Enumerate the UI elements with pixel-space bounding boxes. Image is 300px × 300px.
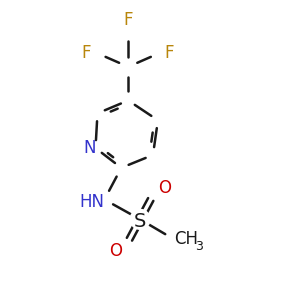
Text: N: N: [83, 139, 95, 157]
Text: O: O: [158, 178, 171, 196]
Text: CH: CH: [174, 230, 198, 248]
Text: S: S: [134, 212, 146, 231]
Text: O: O: [109, 242, 122, 260]
Circle shape: [130, 209, 150, 229]
Text: F: F: [124, 11, 133, 29]
Text: HN: HN: [80, 193, 104, 211]
Text: 3: 3: [196, 240, 203, 253]
Text: F: F: [165, 44, 174, 62]
Text: F: F: [81, 44, 91, 62]
